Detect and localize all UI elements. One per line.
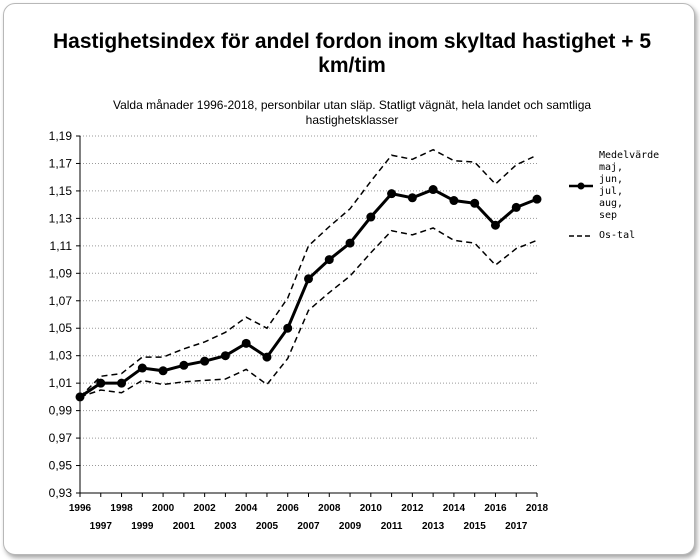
x-tick-label: 2004 — [235, 503, 258, 514]
chart-title-line-2: km/tim — [318, 54, 386, 77]
y-tick-label: 1,19 — [49, 129, 73, 143]
chart-title-line-1: Hastighetsindex för andel fordon inom sk… — [52, 30, 652, 53]
series-line-dashed — [79, 148, 538, 398]
y-tick-label: 0,97 — [49, 431, 73, 445]
x-tick-label: 2017 — [505, 521, 528, 532]
data-point — [387, 189, 397, 199]
x-tick-label: 2009 — [339, 521, 362, 532]
y-tick-label: 1,07 — [49, 294, 73, 308]
data-point — [428, 185, 438, 195]
y-tick-label: 1,15 — [49, 184, 73, 198]
y-tick-label: 1,11 — [50, 239, 73, 253]
legend-label-line: jun, — [599, 174, 624, 185]
x-tick-label: 2018 — [526, 503, 549, 514]
data-point — [511, 202, 521, 212]
data-point — [366, 212, 376, 222]
legend-label-line: maj, — [599, 162, 624, 173]
y-tick-label: 0,99 — [49, 404, 73, 418]
data-point — [117, 378, 127, 388]
legend-entry-os-tal: Os-tal — [569, 230, 635, 242]
chart-title: Hastighetsindex för andel fordon inom sk… — [4, 30, 694, 78]
chart-subtitle: Valda månader 1996-2018, personbilar uta… — [112, 98, 592, 127]
plot-area: 0,93 0,95 0,97 0,99 1,01 1,03 1,05 1,07 1,09 1,11… — [49, 129, 549, 532]
legend-label-line: Medelvärde — [599, 150, 660, 161]
x-tick-label: 1996 — [69, 503, 92, 514]
x-tick-label: 2006 — [277, 503, 300, 514]
x-tick-label: 2012 — [401, 503, 424, 514]
data-point — [241, 338, 251, 348]
x-tick-label: 2014 — [443, 503, 466, 514]
data-point — [490, 220, 500, 230]
data-point — [220, 351, 230, 361]
data-point — [179, 360, 189, 370]
x-tick-label: 1998 — [110, 503, 133, 514]
x-tick-label: 2003 — [214, 521, 237, 532]
data-point — [407, 193, 417, 203]
legend-swatch-solid — [569, 181, 593, 191]
x-tick-label: 2005 — [256, 521, 279, 532]
x-tick-label: 2007 — [297, 521, 320, 532]
legend-entry-medelvarde: Medelvärde maj, jun, jul, aug, sep — [569, 150, 659, 222]
legend-swatch-dashed — [569, 231, 593, 241]
y-tick-label: 1,03 — [49, 349, 73, 363]
data-point — [96, 378, 106, 388]
x-tick-label: 2001 — [173, 521, 196, 532]
y-tick-label: 1,09 — [49, 266, 73, 280]
data-point — [470, 198, 480, 208]
series-line-main — [79, 187, 538, 399]
x-tick-label: 2015 — [464, 521, 487, 532]
legend-label-medelvarde: Medelvärde maj, jun, jul, aug, sep — [599, 150, 659, 222]
legend-label-line: sep — [599, 210, 618, 221]
x-tick-label: 1997 — [90, 521, 113, 532]
x-tick-label: 2010 — [360, 503, 383, 514]
data-point — [283, 323, 293, 333]
x-tick-label: 2008 — [318, 503, 341, 514]
data-point — [262, 352, 272, 362]
data-point — [200, 356, 210, 366]
y-tick-label: 1,01 — [49, 376, 73, 390]
data-point — [449, 196, 459, 206]
x-tick-label: 2013 — [422, 521, 445, 532]
x-tick-label: 2002 — [194, 503, 217, 514]
data-point — [532, 194, 542, 204]
x-tick-label: 2000 — [152, 503, 175, 514]
data-point — [304, 274, 313, 284]
x-tick-label: 1999 — [131, 521, 154, 532]
x-tick-label: 2016 — [484, 503, 507, 514]
legend-label-line: aug, — [599, 198, 624, 209]
data-point — [324, 255, 334, 265]
chart-frame: Hastighetsindex för andel fordon inom sk… — [3, 3, 695, 555]
data-point — [345, 238, 355, 248]
series-line-dashed — [79, 227, 538, 398]
y-tick-label: 1,13 — [49, 211, 73, 225]
legend-label-line: jul, — [599, 186, 624, 197]
y-tick-label: 0,95 — [49, 459, 73, 473]
y-tick-label: 0,93 — [49, 486, 73, 500]
x-tick-label: 2011 — [381, 521, 403, 532]
data-point — [137, 363, 147, 373]
legend-label-os-tal: Os-tal — [599, 230, 636, 241]
y-tick-label: 1,05 — [49, 321, 73, 335]
data-point — [158, 366, 168, 376]
y-tick-label: 1,17 — [49, 156, 73, 170]
